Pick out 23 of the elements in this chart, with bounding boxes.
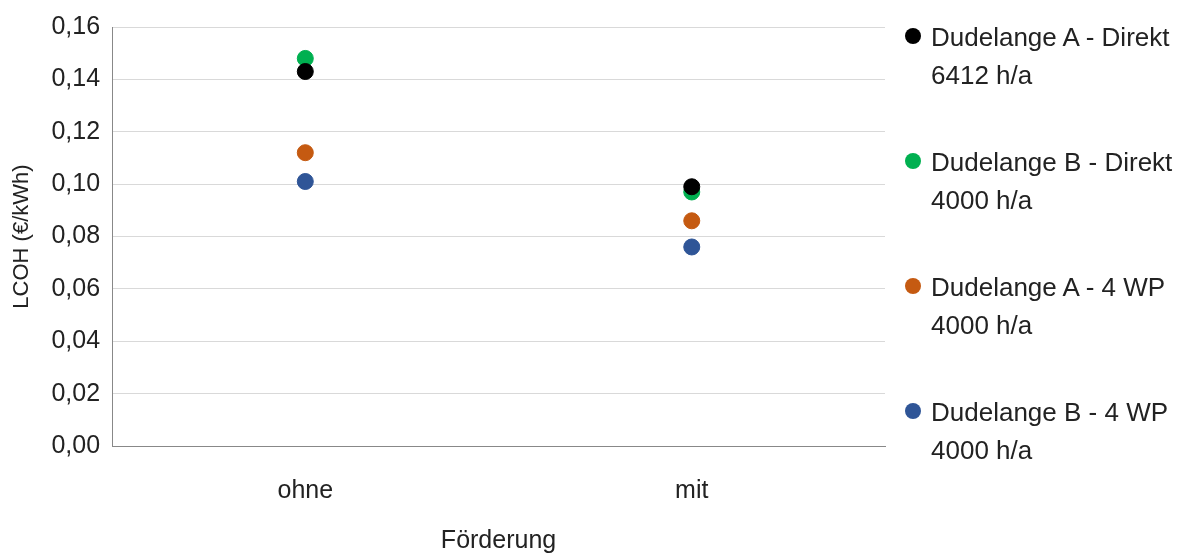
y-tick-label: 0,08	[51, 220, 101, 249]
y-tick-label: 0,04	[51, 325, 101, 354]
y-tick-label: 0,12	[51, 115, 101, 144]
y-tick-label: 0,10	[51, 168, 101, 197]
y-tick-label: 0,16	[51, 10, 101, 39]
point	[296, 173, 314, 191]
x-axis-title: Förderung	[440, 524, 557, 553]
y-tick-label: 0,14	[51, 63, 101, 92]
legend-label: Dudelange A - 4 WP 4000 h/a	[931, 271, 1166, 342]
x-tick-label: ohne	[277, 474, 334, 503]
point	[683, 212, 701, 230]
legend-label: Dudelange B - 4 WP 4000 h/a	[931, 396, 1169, 467]
y-tick-label: 0,00	[51, 429, 101, 458]
point	[296, 144, 314, 162]
point	[683, 178, 701, 196]
y-tick-label: 0,02	[51, 377, 101, 406]
y-tick-label: 0,06	[51, 272, 101, 301]
point	[296, 63, 314, 81]
y-axis-title: LCOH (€/kWh)	[8, 164, 34, 309]
legend-label: Dudelange B - Direkt 4000 h/a	[931, 146, 1174, 217]
x-tick-label: mit	[675, 474, 709, 503]
point	[683, 238, 701, 256]
legend-label: Dudelange A - Direkt 6412 h/a	[931, 21, 1171, 92]
